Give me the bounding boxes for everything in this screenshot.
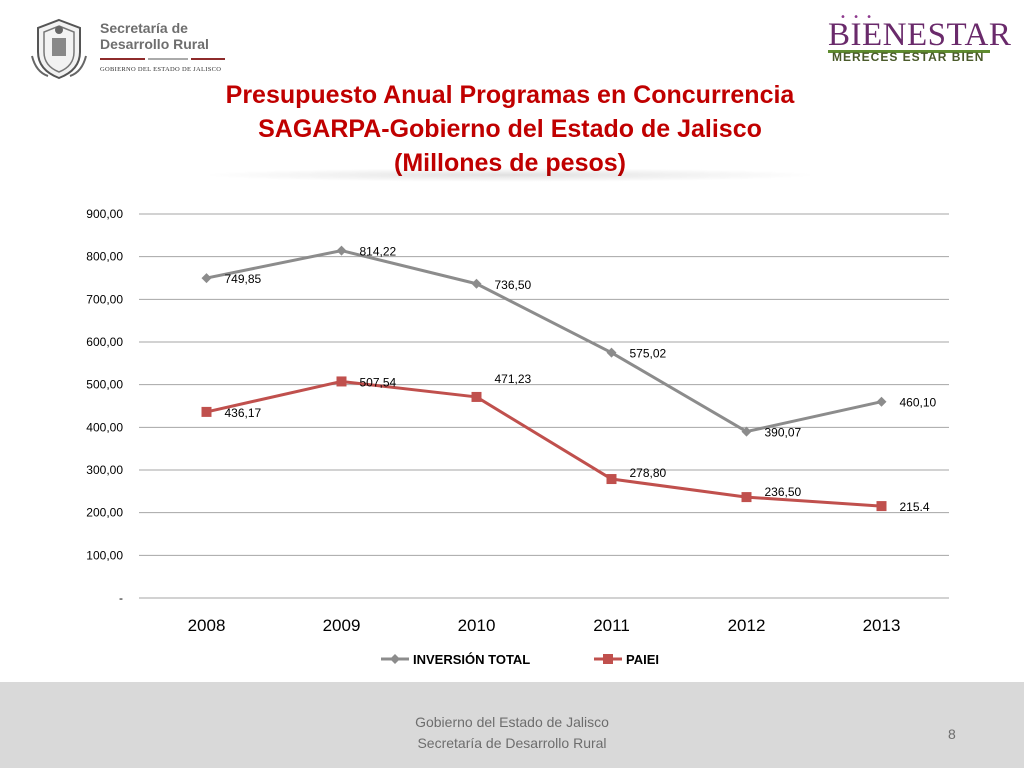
data-label: 749,85 <box>225 272 262 286</box>
data-point-marker <box>741 492 752 503</box>
jalisco-seal-icon <box>28 16 90 82</box>
slide-title: Presupuesto Anual Programas en Concurren… <box>120 78 900 180</box>
y-tick-label: 700,00 <box>86 292 123 306</box>
logo-dots-icon: • • • <box>840 12 875 23</box>
y-tick-label: 800,00 <box>86 250 123 264</box>
y-tick-label: 200,00 <box>86 506 123 520</box>
data-label: 236,50 <box>765 485 802 499</box>
data-label: 575,02 <box>630 347 667 361</box>
grid-layer: - 100,00 200,00 300,00 400,00 500,00 600,00 700… <box>86 207 949 635</box>
x-tick-label: 2010 <box>458 616 496 635</box>
x-tick-label: 2011 <box>593 616 630 635</box>
data-point-marker <box>606 474 617 485</box>
data-point-marker <box>201 406 212 417</box>
data-point-marker <box>471 278 482 289</box>
org-subtitle: GOBIERNO DEL ESTADO DE JALISCO <box>100 66 222 73</box>
brand-slogan: MERECES ESTAR BIEN <box>832 50 985 64</box>
series-line <box>206 249 882 434</box>
slide-footer: Gobierno del Estado de Jalisco Secretarí… <box>0 682 1024 768</box>
title-line2: SAGARPA-Gobierno del Estado de Jalisco <box>258 115 762 143</box>
data-point-marker <box>603 654 613 664</box>
data-label: 507,54 <box>360 375 397 389</box>
bienestar-logo: • • • BIENESTAR <box>826 12 1011 64</box>
data-label: 814,22 <box>360 245 397 259</box>
data-point-marker <box>390 654 400 664</box>
data-point-marker <box>336 245 347 256</box>
data-point-marker <box>741 426 752 437</box>
footer-line2: Secretaría de Desarrollo Rural <box>417 735 607 751</box>
data-point-marker <box>336 376 347 387</box>
data-label: 436,17 <box>225 406 262 420</box>
x-tick-label: 2008 <box>188 616 226 635</box>
data-label: 460,10 <box>900 396 937 410</box>
data-label: 471,23 <box>495 372 532 386</box>
page-number: 8 <box>948 726 956 742</box>
budget-line-chart: - 100,00 200,00 300,00 400,00 500,00 600,00 700… <box>0 190 1024 680</box>
data-label: 390,07 <box>765 426 802 440</box>
data-point-marker <box>471 391 482 402</box>
y-tick-label: 400,00 <box>86 420 123 434</box>
x-tick-label: 2012 <box>728 616 766 635</box>
title-line3: (Millones de pesos) <box>394 149 626 177</box>
data-label: 736,50 <box>495 278 532 292</box>
legend-label: INVERSIÓN TOTAL <box>413 652 530 667</box>
org-name: Secretaría de Desarrollo Rural <box>100 20 230 52</box>
chart-svg: - 100,00 200,00 300,00 400,00 500,00 600,00 700… <box>86 207 949 667</box>
y-tick-label: 100,00 <box>86 548 123 562</box>
data-label: 278,80 <box>630 466 667 480</box>
brand-name: BIENESTAR <box>828 17 1012 53</box>
legend-label: PAIEI <box>626 652 659 667</box>
data-point-marker <box>876 501 887 512</box>
data-point-marker <box>876 396 887 407</box>
x-tick-label: 2013 <box>863 616 901 635</box>
org-name-line1: Secretaría de <box>100 20 188 36</box>
title-line1: Presupuesto Anual Programas en Concurren… <box>225 81 795 109</box>
footer-line1: Gobierno del Estado de Jalisco <box>415 714 609 730</box>
legend-layer: INVERSIÓN TOTAL PAIEI <box>381 652 659 667</box>
org-name-line2: Desarrollo Rural <box>100 36 209 52</box>
y-tick-label: 300,00 <box>86 463 123 477</box>
org-divider <box>100 58 225 64</box>
y-tick-label: - <box>119 591 123 605</box>
data-label: 215.4 <box>900 500 930 514</box>
series-line <box>206 379 882 508</box>
data-point-marker <box>201 273 212 284</box>
title-shadow <box>200 168 820 182</box>
y-tick-label: 500,00 <box>86 378 123 392</box>
data-point-marker <box>606 347 617 358</box>
slide-header: Secretaría de Desarrollo Rural GOBIERNO … <box>0 0 1024 85</box>
label-layer: 749,85 814,22 736,50 575,02 390,07 460,10 436,… <box>225 245 937 514</box>
brand-underline <box>828 50 990 53</box>
y-tick-label: 600,00 <box>86 335 123 349</box>
x-tick-label: 2009 <box>323 616 361 635</box>
y-tick-label: 900,00 <box>86 207 123 221</box>
series-layer <box>201 245 887 512</box>
